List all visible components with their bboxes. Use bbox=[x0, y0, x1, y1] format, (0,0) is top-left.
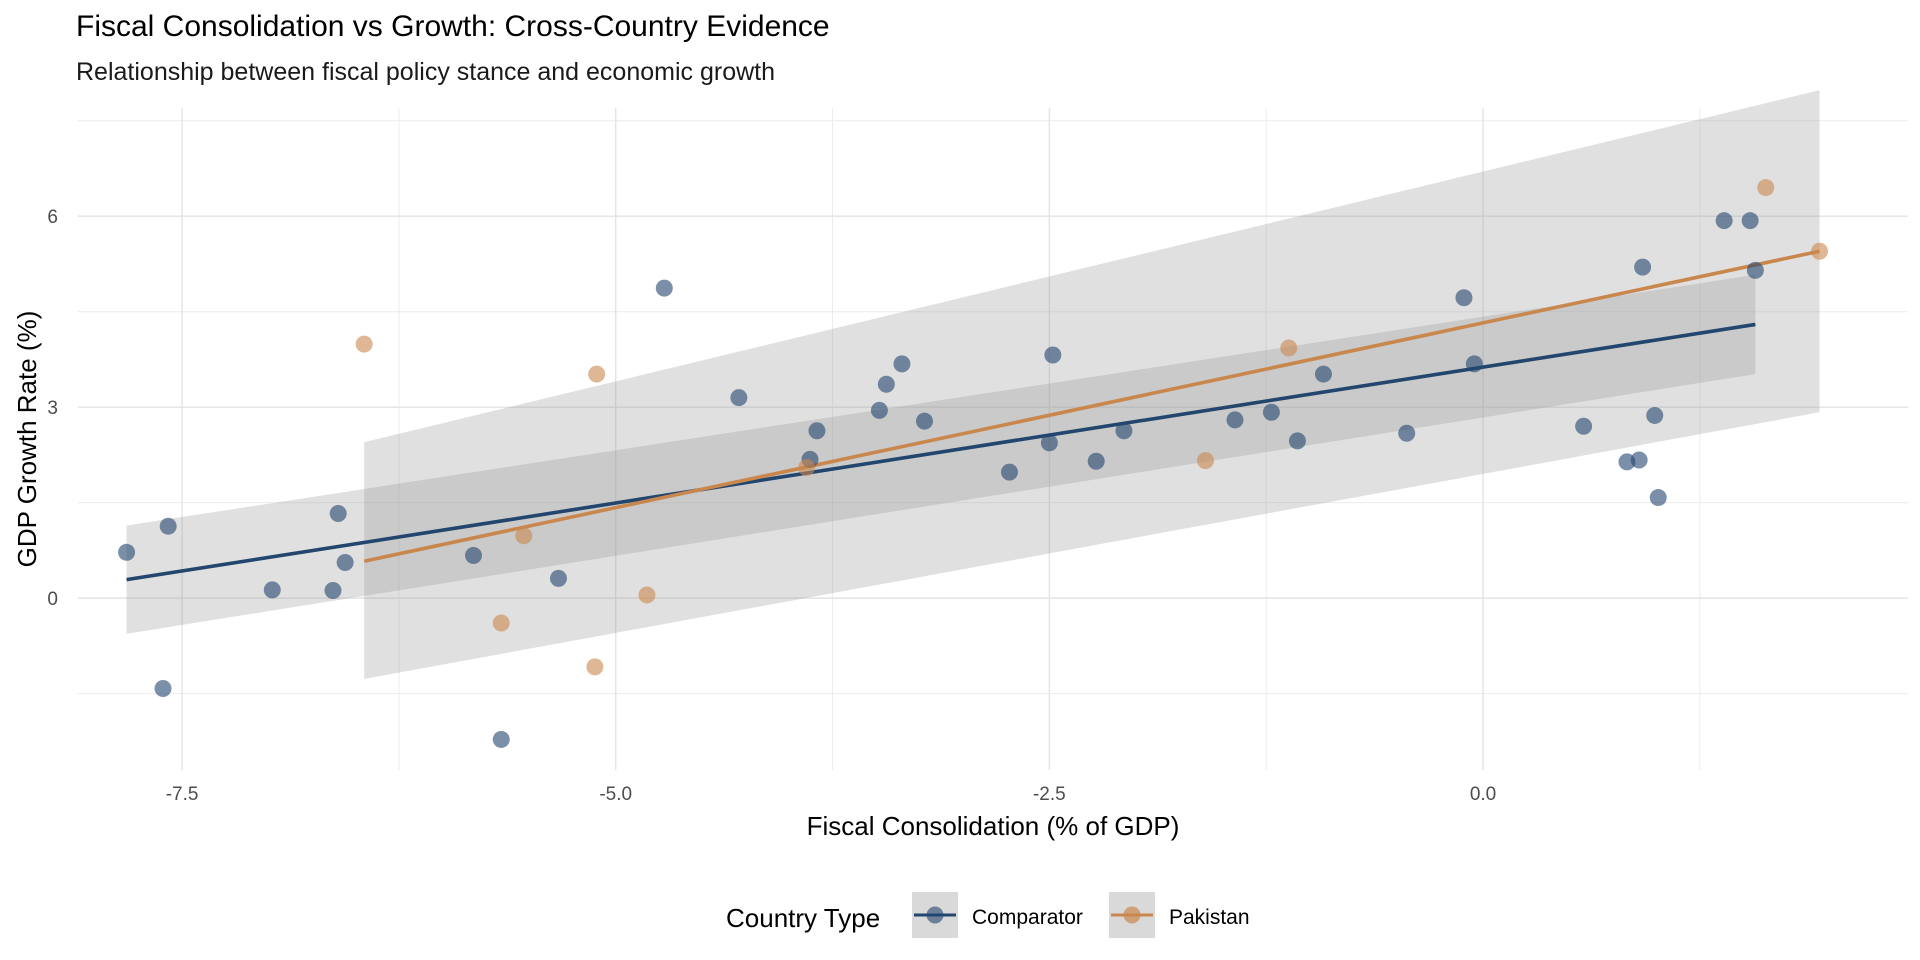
data-point-comparator bbox=[159, 517, 177, 535]
data-point-comparator bbox=[730, 389, 748, 407]
legend: Country Type Comparator Pakistan bbox=[726, 892, 1250, 938]
data-point-pakistan bbox=[1196, 452, 1214, 470]
data-point-comparator bbox=[1000, 463, 1018, 481]
x-tick-label: -2.5 bbox=[1033, 784, 1066, 805]
data-point-comparator bbox=[1044, 346, 1062, 364]
data-point-pakistan bbox=[798, 459, 816, 477]
data-point-comparator bbox=[1634, 258, 1652, 276]
data-point-comparator bbox=[893, 355, 911, 373]
y-tick-label: 3 bbox=[47, 398, 58, 419]
confidence-bands bbox=[126, 90, 1820, 679]
x-tick-label: 0.0 bbox=[1470, 784, 1496, 805]
data-point-comparator bbox=[1226, 411, 1244, 429]
legend-point-pakistan bbox=[1123, 906, 1141, 924]
chart-subtitle: Relationship between fiscal policy stanc… bbox=[76, 58, 775, 86]
confidence-band-comparator bbox=[126, 274, 1756, 634]
data-point-pakistan bbox=[1811, 242, 1829, 260]
data-point-comparator bbox=[1646, 406, 1664, 424]
data-point-comparator bbox=[1115, 422, 1133, 440]
data-point-comparator bbox=[329, 504, 347, 522]
data-point-comparator bbox=[1630, 451, 1648, 469]
y-tick-label: 6 bbox=[47, 207, 58, 228]
data-point-comparator bbox=[464, 546, 482, 564]
chart-title: Fiscal Consolidation vs Growth: Cross-Co… bbox=[76, 10, 830, 43]
data-point-pakistan bbox=[355, 335, 373, 353]
data-point-comparator bbox=[263, 581, 281, 599]
legend-item-comparator: Comparator bbox=[912, 892, 1083, 938]
legend-title: Country Type bbox=[726, 903, 880, 933]
data-point-comparator bbox=[1040, 434, 1058, 452]
data-point-pakistan bbox=[1757, 179, 1775, 197]
data-point-pakistan bbox=[1280, 339, 1298, 357]
data-point-pakistan bbox=[515, 527, 533, 545]
data-point-comparator bbox=[915, 412, 933, 430]
data-point-comparator bbox=[655, 279, 673, 297]
data-point-comparator bbox=[118, 543, 136, 561]
confidence-band-pakistan bbox=[364, 90, 1820, 679]
data-point-comparator bbox=[1455, 289, 1473, 307]
regression-lines bbox=[126, 249, 1820, 582]
data-point-comparator bbox=[1262, 403, 1280, 421]
legend-point-comparator bbox=[926, 906, 944, 924]
data-points bbox=[118, 179, 1829, 748]
data-point-pakistan bbox=[638, 586, 656, 604]
data-point-comparator bbox=[336, 553, 354, 571]
data-point-comparator bbox=[324, 581, 342, 599]
data-point-pakistan bbox=[586, 658, 604, 676]
data-point-comparator bbox=[1741, 212, 1759, 230]
data-point-comparator bbox=[870, 401, 888, 419]
legend-label-comparator: Comparator bbox=[972, 906, 1083, 929]
data-point-comparator bbox=[1398, 424, 1416, 442]
x-tick-label: -7.5 bbox=[166, 784, 199, 805]
regression-line-pakistan bbox=[363, 249, 1820, 563]
regression-line-comparator bbox=[126, 322, 1756, 582]
data-point-comparator bbox=[1575, 417, 1593, 435]
data-point-pakistan bbox=[492, 614, 510, 632]
minor-gridlines bbox=[78, 108, 1908, 770]
data-point-comparator bbox=[154, 680, 172, 698]
data-point-comparator bbox=[1314, 365, 1332, 383]
legend-item-pakistan: Pakistan bbox=[1109, 892, 1250, 938]
data-point-comparator bbox=[1649, 489, 1667, 507]
data-point-comparator bbox=[492, 730, 510, 748]
y-axis-title: GDP Growth Rate (%) bbox=[12, 311, 42, 568]
data-point-comparator bbox=[877, 375, 895, 393]
data-point-comparator bbox=[1465, 355, 1483, 373]
data-point-comparator bbox=[1746, 261, 1764, 279]
data-point-comparator bbox=[1087, 452, 1105, 470]
x-axis-title: Fiscal Consolidation (% of GDP) bbox=[807, 811, 1180, 841]
x-tick-label: -5.0 bbox=[599, 784, 632, 805]
y-tick-label: 0 bbox=[47, 589, 58, 610]
data-point-comparator bbox=[1715, 212, 1733, 230]
data-point-pakistan bbox=[588, 365, 606, 383]
axis-ticks: -7.5 -5.0 -2.5 0.0 0 3 6 bbox=[47, 207, 1496, 805]
data-point-comparator bbox=[549, 569, 567, 587]
data-point-comparator bbox=[1288, 432, 1306, 450]
legend-label-pakistan: Pakistan bbox=[1169, 906, 1250, 929]
data-point-comparator bbox=[808, 422, 826, 440]
